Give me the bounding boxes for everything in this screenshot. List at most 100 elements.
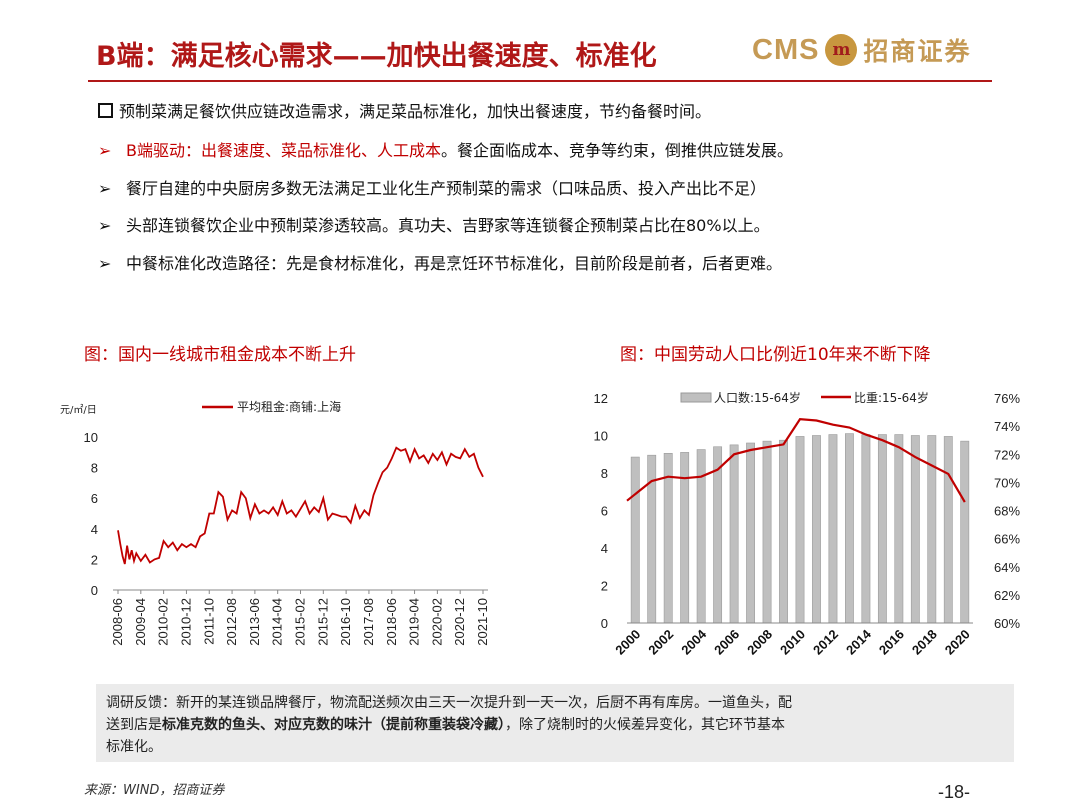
chart-1-x-tick: 2012-08	[224, 598, 239, 646]
chart-1-x-tick: 2013-06	[247, 598, 262, 646]
chart-2-left-tick: 0	[601, 616, 608, 631]
chart-2-legend-line-label: 比重:15-64岁	[854, 390, 929, 405]
bullet-0: 预制菜满足餐饮供应链改造需求，满足菜品标准化，加快出餐速度，节约备餐时间。	[98, 98, 711, 122]
note-line-2: 送到店是标准克数的鱼头、对应克数的味汁（提前称重装袋冷藏），除了烧制时的火候差异…	[106, 714, 1004, 736]
chart-1-y-tick: 0	[91, 583, 98, 598]
square-bullet-icon	[98, 103, 113, 118]
chart-2-bar	[910, 435, 920, 624]
labor-population-chart: 人口数:15-64岁 比重:15-64岁 0 2 4 6 8 10 12 60% 62% 64%…	[594, 390, 1021, 658]
chart-1-x-tick: 2015-12	[315, 598, 330, 646]
chart-2-bar	[663, 453, 673, 624]
chart-2-x-tick: 2012	[810, 627, 841, 658]
bullet-2: ➢ 餐厅自建的中央厨房多数无法满足工业化生产预制菜的需求（口味品质、投入产出比不足…	[98, 175, 766, 199]
chart-2-left-tick: 6	[601, 504, 608, 519]
chart-2-x-tick: 2014	[843, 626, 875, 658]
chart-2-right-tick: 62%	[994, 588, 1020, 603]
chart-1-x-tick: 2010-02	[156, 598, 171, 646]
chart-2-bar	[762, 440, 772, 624]
chart-1-legend-label: 平均租金:商铺:上海	[237, 399, 341, 414]
chart-2-bar	[828, 434, 838, 624]
logo-cms-text: CMS	[752, 33, 820, 66]
page-number: -18-	[938, 782, 971, 802]
chart-1-unit-label: 元/㎡/日	[60, 404, 97, 416]
chart-1-y-tick: 8	[91, 461, 98, 476]
chart-1-y-tick: 4	[91, 522, 98, 537]
chart-2-left-tick: 2	[601, 579, 608, 594]
chart-2-x-tick: 2008	[744, 627, 775, 658]
chart-2-x-tick: 2016	[876, 627, 907, 658]
chart-2-x-tick: 2004	[678, 626, 710, 658]
chart-2-right-tick: 76%	[994, 391, 1020, 406]
chart-2-bar	[713, 446, 723, 624]
chart-2-x-tick: 2018	[909, 627, 940, 658]
chart-1-x-tick: 2021-10	[475, 598, 490, 646]
chart-2-bar	[960, 440, 970, 624]
page-title: B端：满足核心需求——加快出餐速度、标准化	[96, 41, 657, 72]
chart-1-x-tick: 2018-06	[384, 598, 399, 646]
chart-2-bar	[894, 434, 904, 624]
bullet-1: ➢ B端驱动：出餐速度、菜品标准化、人工成本。餐企面临成本、竞争等约束，倒推供应链…	[98, 137, 793, 161]
chart-2-x-tick: 2020	[942, 627, 973, 658]
chart-2-bar	[779, 439, 788, 624]
chart-1-caption: 图：国内一线城市租金成本不断上升	[84, 345, 356, 365]
chart-1-y-tick: 10	[84, 430, 98, 445]
chart-1-x-tick: 2009-04	[133, 598, 148, 646]
chart-2-x-tick: 2010	[777, 627, 808, 658]
bullet-3-text: 头部连锁餐饮企业中预制菜渗透较高。真功夫、吉野家等连锁餐企预制菜占比在80%以上…	[126, 216, 770, 235]
chart-1-x-tick: 2020-02	[429, 598, 444, 646]
chart-2-bar	[861, 434, 871, 624]
logo-company-name: 招商证券	[863, 37, 972, 66]
chart-2-right-tick: 64%	[994, 560, 1020, 575]
chart-1-x-tick: 2008-06	[110, 598, 125, 646]
chart-2-caption: 图：中国劳动人口比例近10年来不断下降	[620, 345, 931, 365]
chart-2-right-tick: 60%	[994, 616, 1020, 631]
rent-line-chart: 元/㎡/日 平均租金:商铺:上海 0 2 4 6 8 10 2008-06 2009-04 2…	[60, 399, 490, 646]
chart-2-bar	[812, 435, 821, 624]
chart-2-right-tick: 74%	[994, 419, 1020, 434]
note-line-1: 调研反馈：新开的某连锁品牌餐厅，物流配送频次由三天一次提升到一天一次，后厨不再有…	[106, 695, 792, 711]
chart-2-bar	[795, 436, 805, 624]
bullet-1-text: 。餐企面临成本、竞争等约束，倒推供应链发展。	[440, 141, 793, 160]
chart-2-bar	[943, 436, 953, 624]
chart-1-series-line	[117, 446, 484, 565]
chart-2-bar	[729, 444, 739, 624]
chart-2-legend-bar-label: 人口数:15-64岁	[714, 390, 801, 405]
chart-2-bar	[630, 456, 640, 624]
chart-2-x-tick: 2000	[612, 627, 643, 658]
bullet-4-text: 中餐标准化改造路径：先是食材标准化，再是烹饪环节标准化，目前阶段是前者，后者更难…	[126, 254, 783, 273]
note-line-2-c: ，除了烧制时的火候差异变化，其它环节基本	[505, 717, 785, 733]
chart-2-left-tick: 10	[594, 429, 608, 444]
chart-2-bar	[877, 434, 887, 624]
bullet-1-emph-text: B端驱动：出餐速度、菜品标准化、人工成本	[126, 141, 441, 160]
bullet-4: ➢ 中餐标准化改造路径：先是食材标准化，再是烹饪环节标准化，目前阶段是前者，后者更…	[98, 250, 782, 274]
chart-2-legend-bar-swatch	[680, 392, 712, 403]
chart-2-series-line	[626, 417, 966, 503]
chart-2-right-tick: 68%	[994, 504, 1020, 519]
chart-1-x-tick: 2015-02	[293, 598, 308, 646]
chart-2-left-tick: 12	[594, 391, 608, 406]
chart-1-y-tick: 6	[91, 491, 98, 506]
chart-1-x-tick: 2017-08	[361, 598, 376, 646]
chart-1-y-tick: 2	[91, 552, 98, 567]
bullet-0-text: 预制菜满足餐饮供应链改造需求，满足菜品标准化，加快出餐速度，节约备餐时间。	[119, 102, 712, 121]
chart-1-x-tick: 2011-10	[201, 598, 216, 645]
note-line-2-emph: 标准克数的鱼头、对应克数的味汁（提前称重装袋冷藏）	[162, 717, 505, 733]
arrow-bullet-icon: ➢	[98, 179, 112, 198]
chart-1-x-tick: 2016-10	[338, 598, 353, 646]
note-line-3: 标准化。	[106, 739, 162, 755]
arrow-bullet-icon: ➢	[98, 216, 112, 235]
chart-2-bar	[845, 433, 854, 624]
chart-2-x-tick: 2002	[645, 627, 676, 658]
research-note: 调研反馈：新开的某连锁品牌餐厅，物流配送频次由三天一次提升到一天一次，后厨不再有…	[96, 684, 1014, 762]
cms-logo: CMS m 招商证券	[752, 30, 971, 70]
chart-2-right-tick: 72%	[994, 447, 1020, 462]
chart-1-x-tick: 2010-12	[178, 598, 193, 646]
chart-2-x-tick: 2006	[711, 627, 742, 658]
chart-2-left-tick: 4	[601, 541, 608, 556]
chart-2-right-tick: 66%	[994, 532, 1020, 547]
chart-1-x-tick: 2019-04	[407, 598, 422, 646]
bullet-2-text: 餐厅自建的中央厨房多数无法满足工业化生产预制菜的需求（口味品质、投入产出比不足）	[126, 179, 767, 198]
chart-2-right-tick: 70%	[994, 475, 1020, 490]
arrow-bullet-icon: ➢	[98, 141, 112, 160]
chart-2-left-tick: 8	[601, 466, 608, 481]
